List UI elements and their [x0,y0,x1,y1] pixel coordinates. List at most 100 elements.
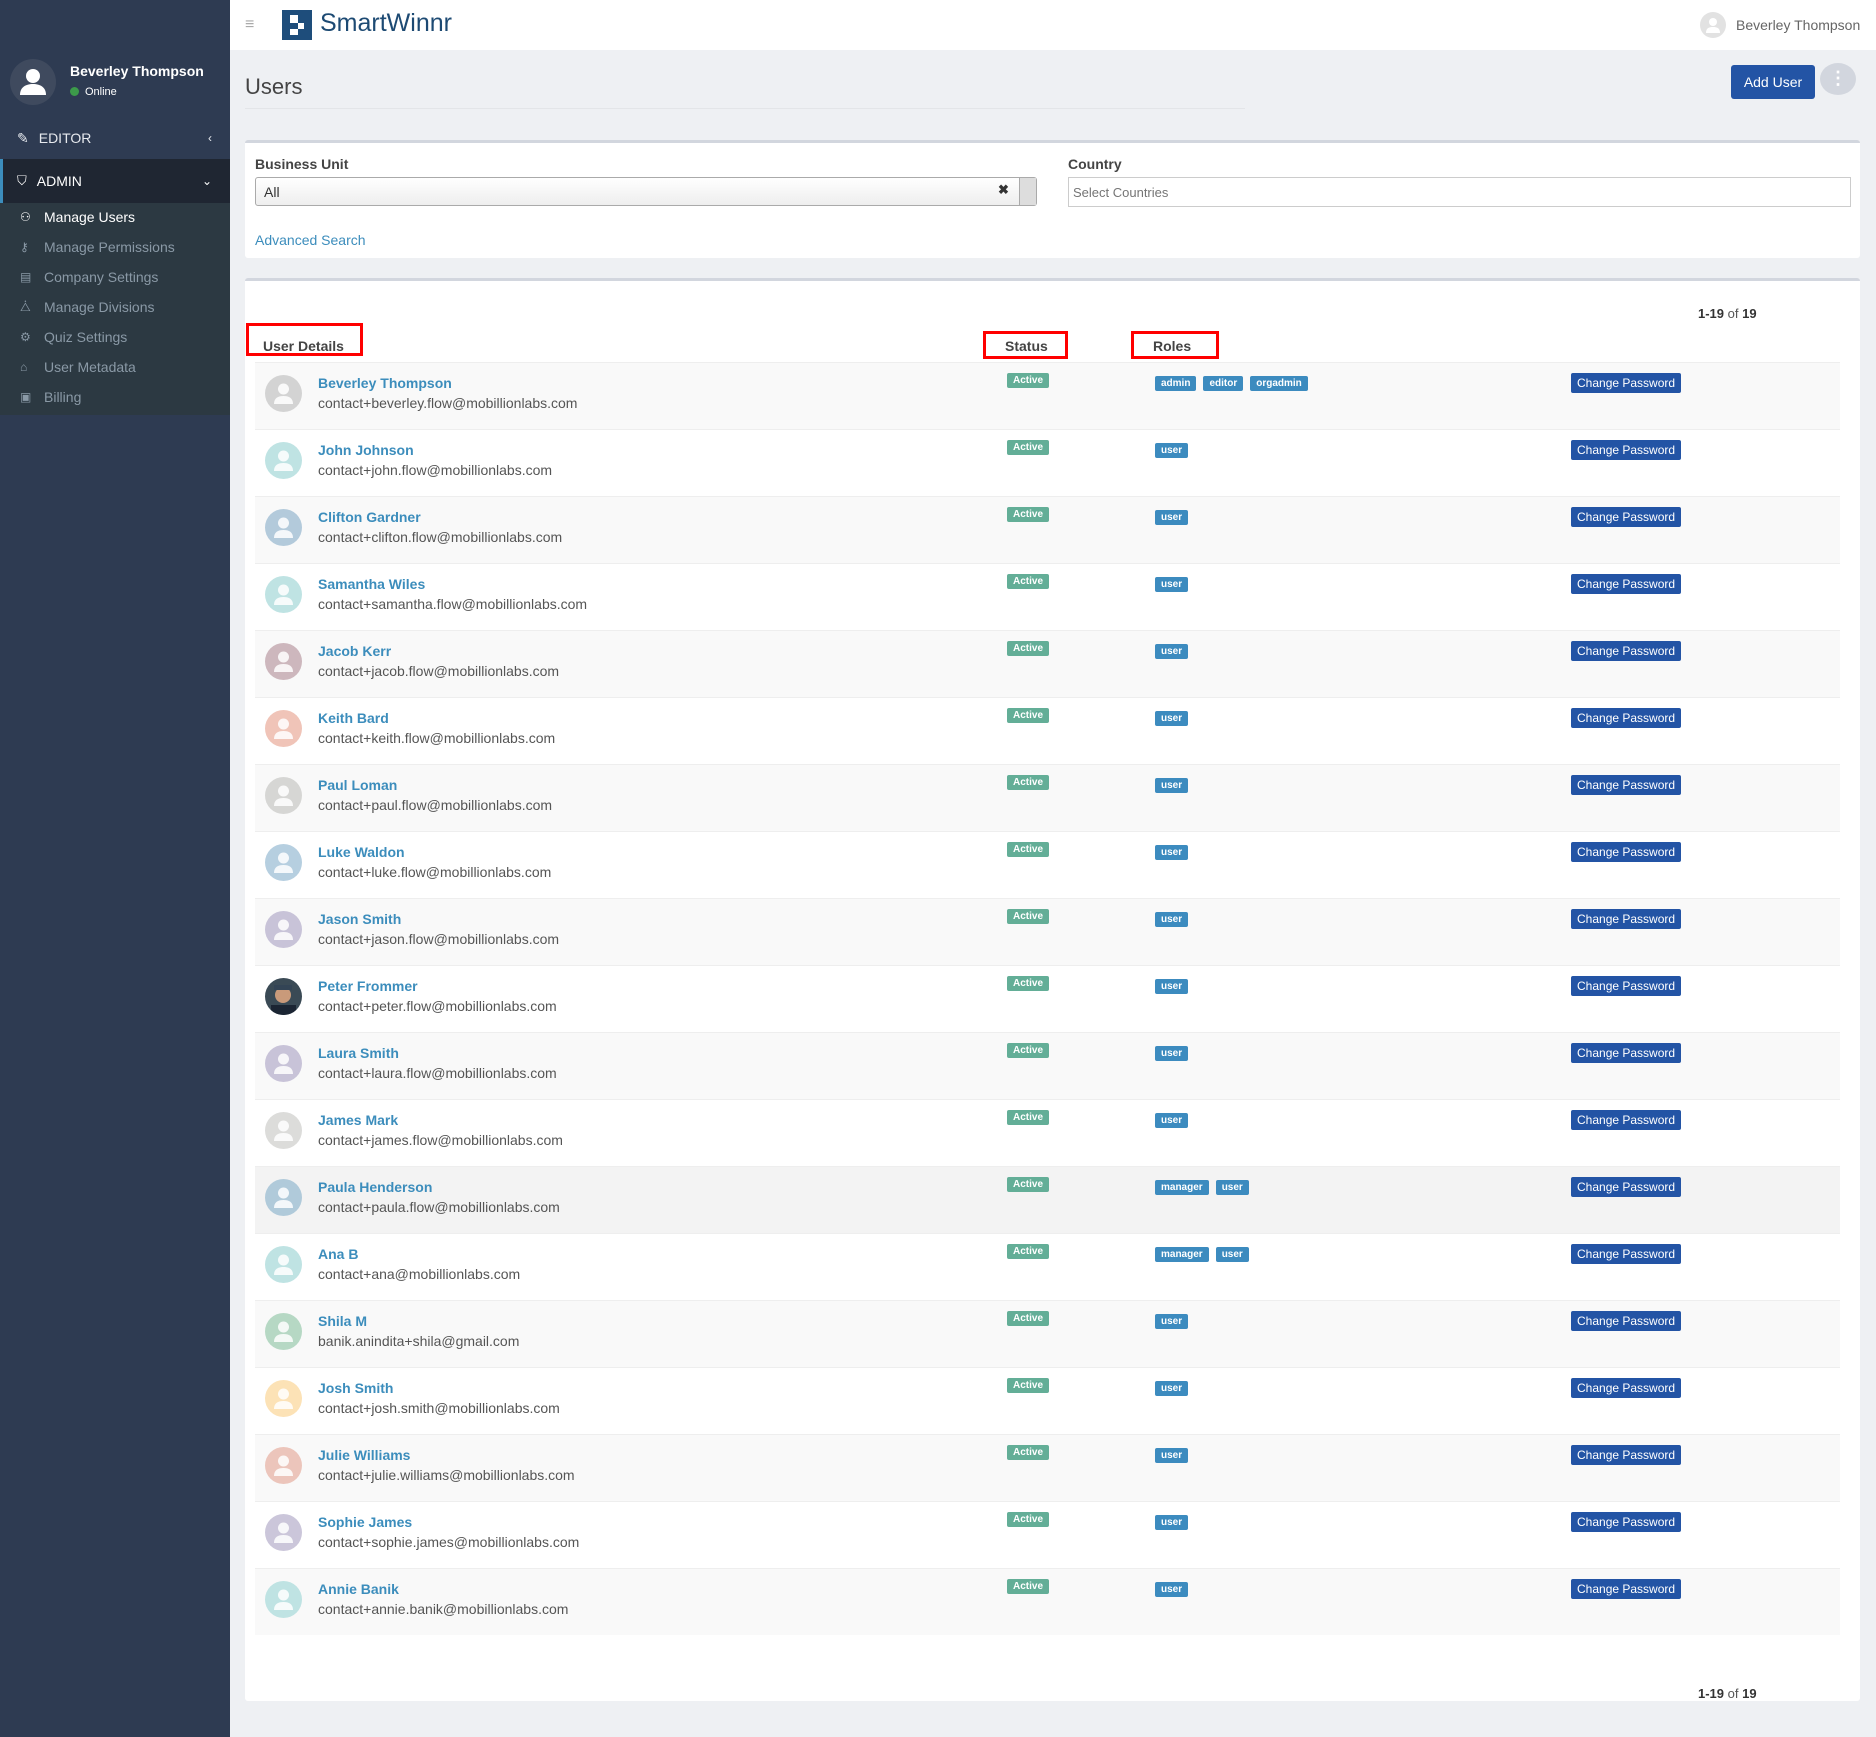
user-email: contact+jacob.flow@mobillionlabs.com [318,663,560,679]
table-row: Paul Loman contact+paul.flow@mobillionla… [255,764,1840,831]
user-name-link[interactable]: Laura Smith [318,1045,399,1061]
user-avatar [265,576,302,613]
user-email: contact+keith.flow@mobillionlabs.com [318,730,556,746]
logo-text[interactable]: SmartWinnr [320,9,452,37]
admin-submenu: ⚇ Manage Users ⚷ Manage Permissions ▤ Company… [0,203,230,415]
user-name-link[interactable]: Keith Bard [318,710,389,726]
user-avatar [265,978,302,1015]
change-password-button[interactable]: Change Password [1571,641,1682,661]
change-password-button[interactable]: Change Password [1571,1311,1682,1331]
user-name-link[interactable]: Ana B [318,1246,359,1262]
table-row: Laura Smith contact+laura.flow@mobillion… [255,1032,1840,1099]
more-options-kebab-icon[interactable]: ⋮ [1820,63,1856,95]
change-password-button[interactable]: Change Password [1571,1378,1682,1398]
user-name-link[interactable]: Clifton Gardner [318,509,421,525]
user-name-link[interactable]: Shila M [318,1313,368,1329]
sidebar: Beverley Thompson Online ✎ EDITOR ‹ ⛉ AD… [0,0,230,1737]
change-password-button[interactable]: Change Password [1571,775,1682,795]
hamburger-menu-icon[interactable]: ≡ [245,16,255,33]
business-unit-select[interactable]: All ✖ [255,177,1037,206]
user-email: contact+beverley.flow@mobillionlabs.com [318,395,578,411]
change-password-button[interactable]: Change Password [1571,842,1682,862]
change-password-button[interactable]: Change Password [1571,708,1682,728]
advanced-search-link[interactable]: Advanced Search [255,232,366,248]
user-name-link[interactable]: Beverley Thompson [318,375,452,391]
status-badge: Active [1007,1177,1050,1192]
roles-list: user [1155,577,1189,592]
sidebar-item-manage-divisions[interactable]: ⧊ Manage Divisions [20,299,155,315]
change-password-button[interactable]: Change Password [1571,1110,1682,1130]
change-password-button[interactable]: Change Password [1571,1043,1682,1063]
sidebar-item-manage-permissions[interactable]: ⚷ Manage Permissions [20,239,175,255]
sidebar-section-editor[interactable]: ✎ EDITOR ‹ [0,117,230,159]
table-row: Paula Henderson contact+paula.flow@mobil… [255,1166,1840,1233]
change-password-button[interactable]: Change Password [1571,440,1682,460]
role-badge: user [1155,1515,1189,1530]
user-email: contact+paula.flow@mobillionlabs.com [318,1199,560,1215]
header-user-name[interactable]: Beverley Thompson [1736,17,1861,33]
sidebar-avatar [10,59,56,105]
roles-list: admin editor orgadmin [1155,376,1308,391]
country-input[interactable] [1068,177,1851,207]
user-name-link[interactable]: Paul Loman [318,777,398,793]
user-avatar [265,777,302,814]
add-user-button[interactable]: Add User [1731,65,1815,99]
change-password-button[interactable]: Change Password [1571,373,1682,393]
user-name-link[interactable]: Jacob Kerr [318,643,392,659]
change-password-button[interactable]: Change Password [1571,1177,1682,1197]
change-password-button[interactable]: Change Password [1571,574,1682,594]
online-dot-icon [70,87,79,96]
role-badge: user [1155,979,1189,994]
change-password-button[interactable]: Change Password [1571,507,1682,527]
sidebar-item-quiz-settings[interactable]: ⚙ Quiz Settings [20,329,127,345]
user-avatar [265,1514,302,1551]
sidebar-item-label: User Metadata [44,359,136,375]
table-row: John Johnson contact+john.flow@mobillion… [255,429,1840,496]
building-icon: ▤ [20,270,32,284]
change-password-button[interactable]: Change Password [1571,1579,1682,1599]
user-name-link[interactable]: Luke Waldon [318,844,405,860]
sidebar-item-manage-users[interactable]: ⚇ Manage Users [20,209,135,225]
smartwinnr-logo-icon [282,10,312,40]
sidebar-item-billing[interactable]: ▣ Billing [20,389,81,405]
user-email: contact+peter.flow@mobillionlabs.com [318,998,557,1014]
user-email: contact+sophie.james@mobillionlabs.com [318,1534,580,1550]
sidebar-section-admin[interactable]: ⛉ ADMIN ⌄ [0,159,230,203]
user-email: banik.anindita+shila@gmail.com [318,1333,520,1349]
key-icon: ⚷ [20,240,29,254]
user-email: contact+clifton.flow@mobillionlabs.com [318,529,563,545]
user-name-link[interactable]: Samantha Wiles [318,576,426,592]
pagination-top: 1-19 of 19 [1698,306,1757,321]
role-badge: user [1155,443,1189,458]
user-name-link[interactable]: Josh Smith [318,1380,394,1396]
user-email: contact+ana@mobillionlabs.com [318,1266,521,1282]
roles-list: user [1155,1381,1189,1396]
roles-list: user [1155,443,1189,458]
sidebar-item-label: Company Settings [44,269,159,285]
change-password-button[interactable]: Change Password [1571,909,1682,929]
header-avatar[interactable] [1700,12,1726,38]
user-name-link[interactable]: Sophie James [318,1514,413,1530]
header-status: Status [1005,338,1048,354]
table-row: Peter Frommer contact+peter.flow@mobilli… [255,965,1840,1032]
user-name-link[interactable]: Julie Williams [318,1447,411,1463]
role-badge: user [1155,912,1189,927]
user-name-link[interactable]: Peter Frommer [318,978,418,994]
change-password-button[interactable]: Change Password [1571,1244,1682,1264]
clear-x-icon[interactable]: ✖ [998,182,1009,197]
change-password-button[interactable]: Change Password [1571,976,1682,996]
user-name-link[interactable]: James Mark [318,1112,399,1128]
sidebar-item-company-settings[interactable]: ▤ Company Settings [20,269,158,285]
change-password-button[interactable]: Change Password [1571,1445,1682,1465]
status-badge: Active [1007,1311,1050,1326]
table-row: Samantha Wiles contact+samantha.flow@mob… [255,563,1840,630]
change-password-button[interactable]: Change Password [1571,1512,1682,1532]
select-arrow[interactable] [1019,178,1036,205]
user-name-link[interactable]: Jason Smith [318,911,402,927]
sidebar-item-user-metadata[interactable]: ⌂ User Metadata [20,359,136,375]
user-name-link[interactable]: Paula Henderson [318,1179,433,1195]
table-row: Beverley Thompson contact+beverley.flow@… [255,362,1840,429]
user-name-link[interactable]: Annie Banik [318,1581,399,1597]
user-name-link[interactable]: John Johnson [318,442,414,458]
roles-list: user [1155,1113,1189,1128]
